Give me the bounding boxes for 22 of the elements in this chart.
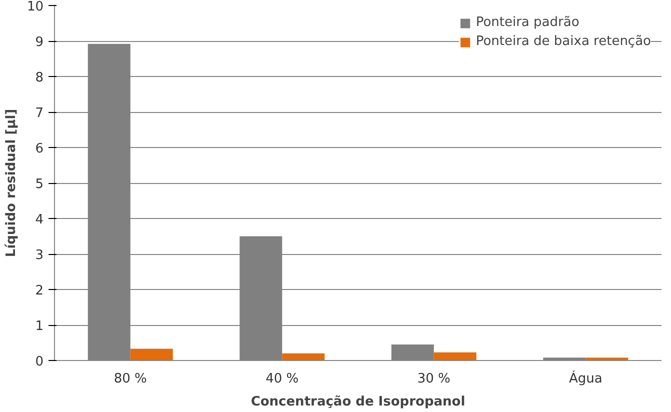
x-axis-title: Concentração de Isopropanol	[250, 394, 466, 410]
y-tick-label: 8	[35, 70, 44, 86]
y-tick-label: 1	[35, 319, 44, 334]
y-tick-label: 9	[35, 35, 44, 50]
y-tick-label: 2	[35, 284, 44, 298]
y-axis-title: Líquido residual [µl]	[4, 108, 19, 258]
y-tick-label: 10	[26, 0, 44, 14]
y-tick-label: 3	[35, 248, 44, 263]
x-tick-label: Água	[568, 370, 602, 386]
y-tick-label: 4	[35, 212, 44, 228]
x-tick-label: 80 %	[114, 372, 147, 386]
bar	[282, 353, 325, 360]
bar	[434, 352, 476, 360]
y-tick-label: 0	[35, 354, 44, 370]
y-tick-label: 7	[35, 106, 44, 121]
y-tick-label: 5	[35, 177, 44, 192]
bar	[130, 348, 173, 360]
x-tick-label: 30 %	[417, 372, 450, 386]
y-tick-label: 6	[35, 142, 44, 156]
legend-label: Ponteira de baixa retenção	[476, 34, 651, 49]
legend-label: Ponteira padrão	[476, 15, 580, 30]
x-tick-label: 40 %	[266, 372, 299, 386]
